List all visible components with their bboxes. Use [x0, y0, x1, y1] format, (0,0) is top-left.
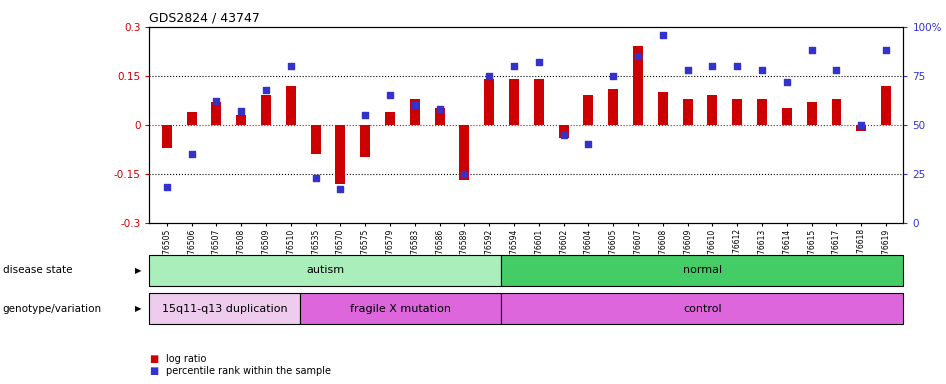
Point [184, 151, 200, 157]
Point [656, 31, 671, 38]
Point [283, 63, 298, 69]
Text: 15q11-q13 duplication: 15q11-q13 duplication [162, 304, 288, 314]
Point [755, 67, 770, 73]
Bar [534, 79, 544, 125]
Point [457, 170, 472, 177]
Text: log ratio: log ratio [166, 354, 207, 364]
Bar [410, 99, 420, 125]
Bar [360, 125, 370, 157]
Bar [633, 46, 643, 125]
Text: genotype/variation: genotype/variation [3, 304, 102, 314]
Text: ■: ■ [149, 366, 159, 376]
Point [408, 102, 423, 108]
Bar [460, 125, 469, 180]
Bar [683, 99, 692, 125]
Point [556, 131, 571, 138]
Text: ■: ■ [149, 354, 159, 364]
Bar [212, 102, 221, 125]
Bar [584, 96, 593, 125]
Bar [286, 86, 296, 125]
Bar [385, 112, 395, 125]
Point [209, 98, 224, 104]
Point [605, 73, 621, 79]
Bar [162, 125, 172, 148]
Bar [484, 79, 494, 125]
Text: normal: normal [683, 265, 722, 275]
Point [234, 108, 249, 114]
Point [829, 67, 844, 73]
Point [804, 47, 819, 53]
Bar [300, 293, 501, 324]
Point [729, 63, 745, 69]
Point [630, 53, 645, 59]
Point [780, 79, 795, 85]
Text: fragile X mutation: fragile X mutation [350, 304, 451, 314]
Bar [509, 79, 519, 125]
Point [532, 59, 547, 65]
Bar [657, 92, 668, 125]
Point [506, 63, 521, 69]
Bar [856, 125, 867, 131]
Point [333, 186, 348, 192]
Point [382, 92, 397, 98]
Text: disease state: disease state [3, 265, 72, 275]
Bar [434, 109, 445, 125]
Point [482, 73, 497, 79]
Bar [757, 99, 767, 125]
Bar [732, 99, 743, 125]
Point [853, 122, 868, 128]
Bar [261, 96, 271, 125]
Point [680, 67, 695, 73]
Text: autism: autism [307, 265, 344, 275]
Text: GDS2824 / 43747: GDS2824 / 43747 [149, 12, 260, 25]
Bar [310, 125, 321, 154]
Point [308, 175, 324, 181]
Bar [881, 86, 891, 125]
Text: ▶: ▶ [135, 304, 142, 313]
Bar [832, 99, 841, 125]
Text: ▶: ▶ [135, 266, 142, 275]
Bar [608, 89, 619, 125]
Bar [236, 115, 246, 125]
Bar [807, 102, 816, 125]
Bar [149, 293, 300, 324]
Bar [501, 255, 903, 286]
Text: control: control [683, 304, 722, 314]
Bar [708, 96, 717, 125]
Point [432, 106, 447, 112]
Bar [149, 255, 501, 286]
Point [258, 86, 273, 93]
Point [879, 47, 894, 53]
Bar [186, 112, 197, 125]
Point [705, 63, 720, 69]
Text: percentile rank within the sample: percentile rank within the sample [166, 366, 331, 376]
Bar [782, 109, 792, 125]
Point [358, 112, 373, 118]
Bar [559, 125, 569, 138]
Point [581, 141, 596, 147]
Bar [501, 293, 903, 324]
Bar [336, 125, 345, 184]
Point [159, 184, 174, 190]
